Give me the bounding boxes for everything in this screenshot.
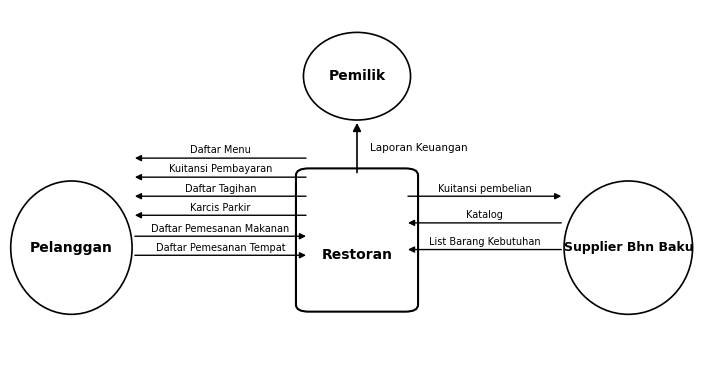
Text: Laporan Keuangan: Laporan Keuangan xyxy=(370,142,468,153)
Ellipse shape xyxy=(303,32,411,120)
Text: Katalog: Katalog xyxy=(466,210,503,220)
Text: Daftar Pemesanan Tempat: Daftar Pemesanan Tempat xyxy=(156,243,286,253)
Text: Daftar Pemesanan Makanan: Daftar Pemesanan Makanan xyxy=(151,224,290,234)
Text: List Barang Kebutuhan: List Barang Kebutuhan xyxy=(429,237,540,247)
Text: Pemilik: Pemilik xyxy=(328,69,386,83)
Text: Kuitansi Pembayaran: Kuitansi Pembayaran xyxy=(169,165,272,174)
Text: Restoran: Restoran xyxy=(321,248,393,262)
Text: Daftar Menu: Daftar Menu xyxy=(190,146,251,155)
Text: Daftar Tagihan: Daftar Tagihan xyxy=(185,184,256,194)
FancyBboxPatch shape xyxy=(296,168,418,312)
Ellipse shape xyxy=(564,181,693,314)
Ellipse shape xyxy=(11,181,132,314)
Text: Pelanggan: Pelanggan xyxy=(30,241,113,255)
Text: Kuitansi pembelian: Kuitansi pembelian xyxy=(438,184,531,194)
Text: Supplier Bhn Baku: Supplier Bhn Baku xyxy=(563,241,693,254)
Text: Karcis Parkir: Karcis Parkir xyxy=(190,203,251,213)
